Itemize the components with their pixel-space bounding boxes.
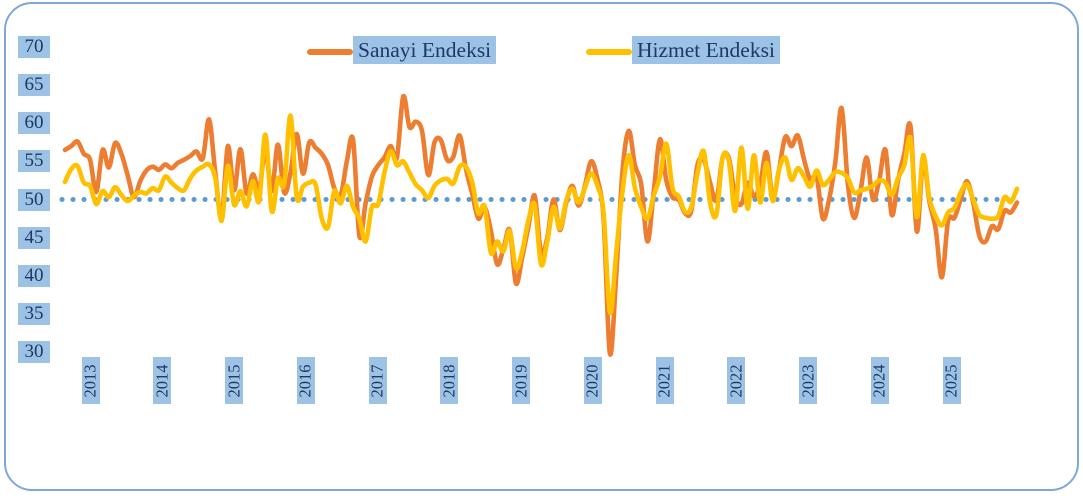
x-axis-label-2024: 2024 xyxy=(869,357,889,404)
y-axis-label-35: 35 xyxy=(18,302,50,325)
legend-label-sanayi: Sanayi Endeksi xyxy=(353,36,497,64)
x-axis-label-2015: 2015 xyxy=(224,357,243,404)
x-axis-label-text: 2019 xyxy=(511,364,530,397)
legend-label-hizmet: Hizmet Endeksi xyxy=(632,36,780,64)
x-axis-label-text: 2018 xyxy=(439,364,459,397)
x-axis-label-2020: 2020 xyxy=(582,357,602,404)
x-axis-label-text: 2023 xyxy=(798,364,817,397)
series-line-hizmet xyxy=(62,113,1020,315)
x-axis-label-2016: 2016 xyxy=(295,357,315,404)
x-axis-label-text: 2022 xyxy=(726,364,746,397)
x-axis-label-text: 2020 xyxy=(582,364,602,397)
hizmet-line-swatch-icon xyxy=(586,49,632,55)
y-axis-label-65: 65 xyxy=(18,74,50,97)
y-axis-label-60: 60 xyxy=(18,112,50,135)
y-axis-label-70: 70 xyxy=(18,36,50,58)
x-axis-label-text: 2016 xyxy=(295,364,315,397)
x-axis-label-text: 2024 xyxy=(869,364,889,397)
x-axis-label-text: 2014 xyxy=(152,364,172,397)
series-line-sanayi xyxy=(62,93,1020,357)
x-axis-label-text: 2013 xyxy=(80,364,100,397)
y-axis-label-30: 30 xyxy=(18,341,50,363)
x-axis-label-2017: 2017 xyxy=(367,357,387,404)
x-axis-label-2013: 2013 xyxy=(80,357,100,404)
x-axis-label-2023: 2023 xyxy=(798,357,817,404)
y-axis-label-45: 45 xyxy=(18,226,50,249)
x-axis-label-2014: 2014 xyxy=(152,357,172,404)
legend-item-hizmet: Hizmet Endeksi xyxy=(586,36,806,64)
x-axis-label-text: 2025 xyxy=(941,364,961,397)
sanayi-line-swatch-icon xyxy=(307,49,353,55)
y-axis-label-40: 40 xyxy=(18,264,50,287)
x-axis-label-2021: 2021 xyxy=(654,357,674,404)
x-axis-label-text: 2021 xyxy=(654,364,674,397)
x-axis-label-text: 2017 xyxy=(367,364,387,397)
y-axis-label-55: 55 xyxy=(18,150,50,173)
x-axis-label-text: 2015 xyxy=(224,364,243,397)
y-axis-label-50: 50 xyxy=(18,188,50,211)
x-axis-label-2018: 2018 xyxy=(439,357,459,404)
legend-item-sanayi: Sanayi Endeksi xyxy=(307,36,522,64)
x-axis-label-2025: 2025 xyxy=(941,357,961,404)
x-axis-label-2022: 2022 xyxy=(726,357,746,404)
x-axis-label-2019: 2019 xyxy=(511,357,530,404)
